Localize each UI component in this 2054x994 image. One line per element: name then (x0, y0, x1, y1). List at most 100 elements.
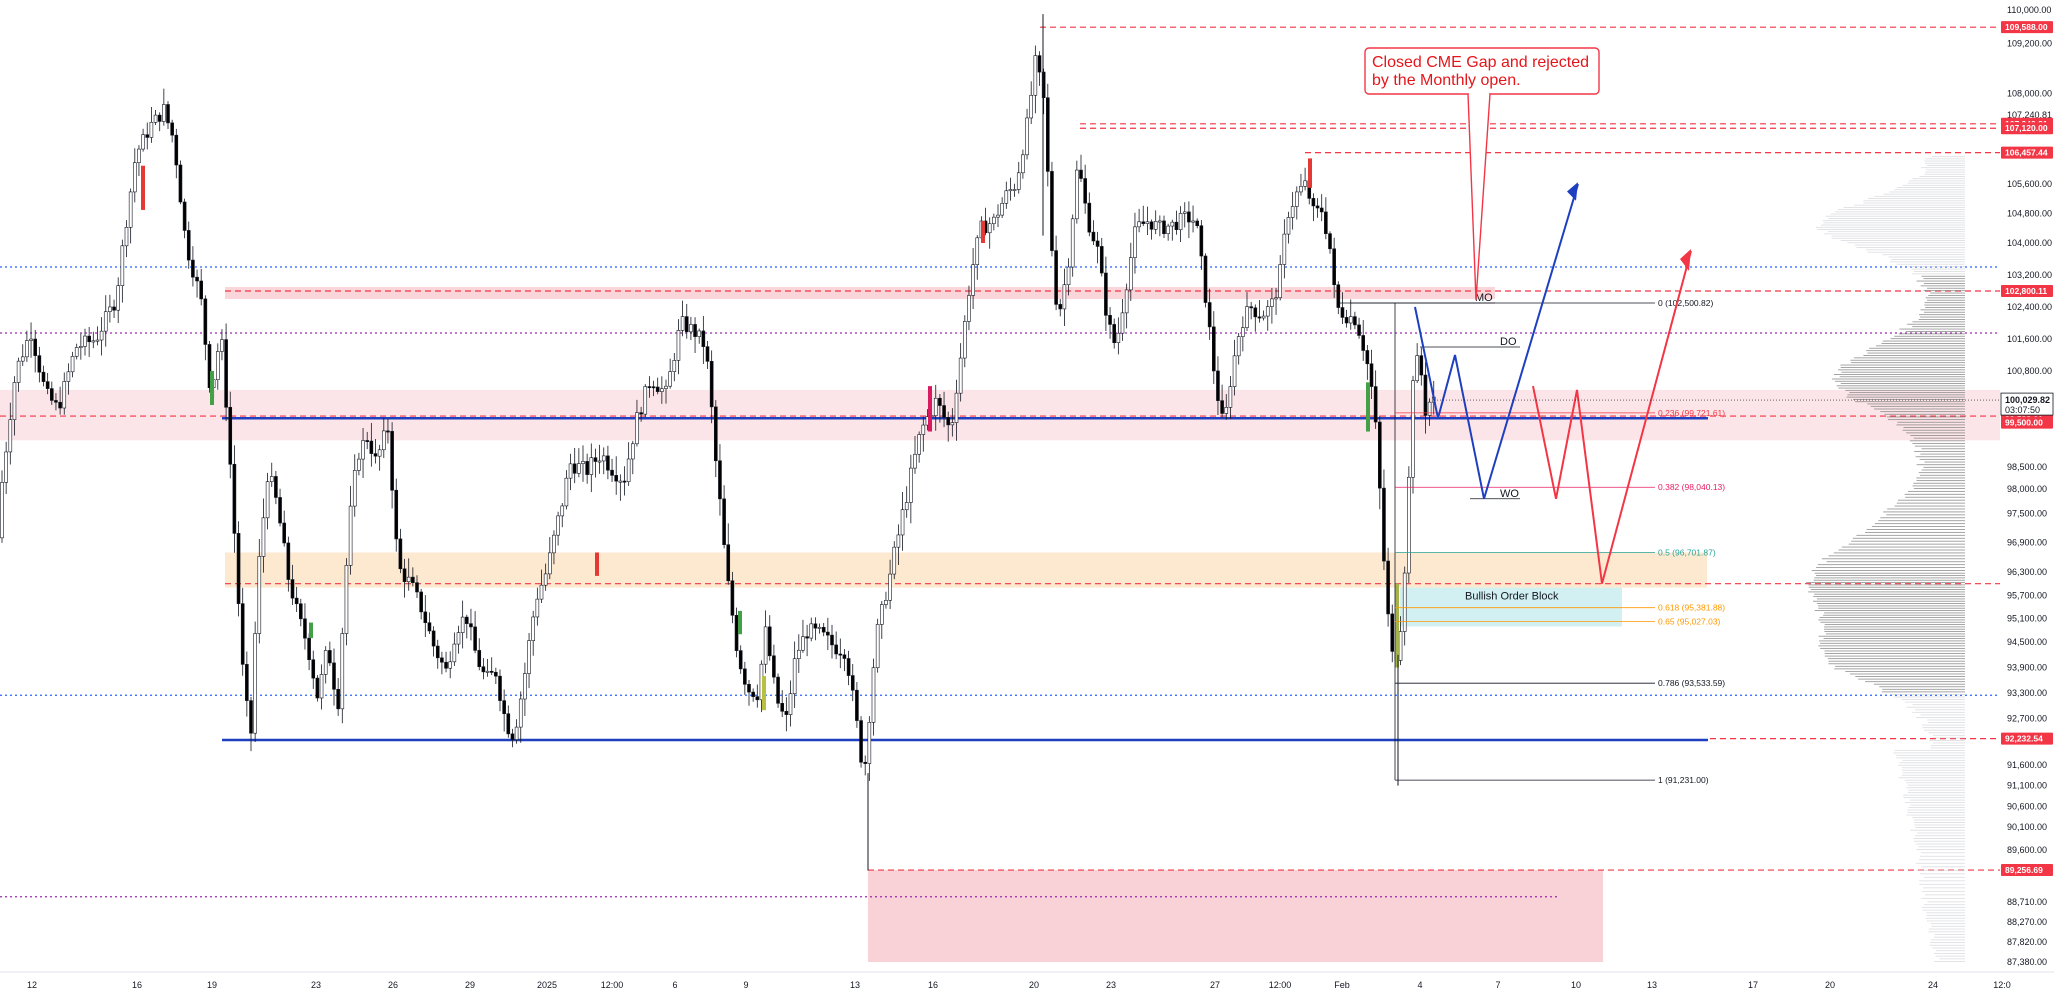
candle-body (643, 386, 648, 415)
candle-body (240, 603, 245, 665)
candle-body (971, 264, 975, 296)
volume-profile-bar (1916, 843, 1965, 845)
candle-body (689, 324, 693, 333)
volume-profile-bar (1924, 461, 1965, 463)
candle-body (597, 460, 602, 463)
volume-profile-bar (1924, 173, 1965, 175)
candle-body (1373, 386, 1378, 423)
volume-profile-bar (1817, 564, 1965, 566)
volume-profile-bar (1824, 626, 1965, 628)
volume-profile-bar (1903, 427, 1965, 429)
volume-profile-bar (1923, 278, 1965, 280)
price-badge (2001, 21, 2053, 34)
volume-profile-bar (1881, 691, 1965, 693)
candle-body (1174, 221, 1179, 230)
countdown-label: 03:07:50 (2005, 405, 2040, 415)
candle-body (1348, 316, 1353, 324)
volume-profile-bar (1923, 876, 1965, 878)
price-badge-label: 102,800.11 (2005, 286, 2047, 296)
volume-profile-bar (1934, 952, 1965, 954)
volume-profile-bar (1913, 819, 1965, 821)
candle-body (469, 623, 473, 628)
candle-body (406, 576, 411, 583)
volume-profile-bar (1904, 493, 1965, 495)
volume-profile-bar (1912, 817, 1965, 818)
volume-profile-bar (1903, 794, 1965, 796)
fib-label-1: 0.236 (99,721.61) (1658, 408, 1725, 418)
fib-label-6: 0.786 (93,533.59) (1658, 678, 1725, 688)
candle-body (1423, 374, 1428, 416)
candle-body (224, 339, 228, 408)
candle-body (1066, 266, 1071, 286)
volume-profile-bar (1921, 897, 1965, 899)
candle-body (1129, 257, 1133, 291)
candle-body (1353, 316, 1357, 326)
volume-profile-bar (1919, 176, 1965, 177)
candle-body (1299, 185, 1303, 193)
candle-body (178, 164, 183, 203)
candle-body (1249, 306, 1253, 309)
candle-body (1029, 94, 1033, 119)
candle-body (1228, 386, 1233, 408)
candle-body (249, 700, 253, 734)
candle-body (54, 400, 58, 403)
candle-body (1141, 221, 1146, 224)
candle-body (456, 632, 461, 645)
highlight-candle-8 (1308, 158, 1312, 188)
volume-profile-bar (1902, 769, 1965, 771)
volume-profile-bar (1847, 394, 1965, 396)
volume-profile-bar (1924, 162, 1965, 164)
volume-profile-bar (1905, 802, 1965, 804)
candle-body (323, 650, 328, 675)
volume-profile-bar (1932, 734, 1965, 736)
volume-profile-bar (1923, 904, 1965, 906)
price-badge (2001, 732, 2053, 745)
current-price-badge (2000, 392, 2054, 416)
price-tick-label: 104,800.00 (2007, 209, 2052, 219)
candle-body (1336, 284, 1341, 308)
volume-profile-bar (1915, 709, 1965, 711)
candle-body (1099, 246, 1104, 274)
volume-profile-bar (1889, 191, 1965, 193)
cme-gap-zone (225, 287, 1495, 299)
candle-body (913, 453, 917, 469)
volume-profile-bar (1899, 762, 1965, 764)
candle-body (1232, 355, 1237, 387)
candle-body (693, 324, 697, 337)
highlight-candle-2 (309, 622, 313, 639)
volume-profile-bar (1913, 271, 1965, 272)
volume-profile-bar (1916, 832, 1965, 834)
volume-profile-bar (1871, 526, 1965, 528)
candle-body (680, 316, 685, 331)
candle-body (863, 761, 868, 764)
volume-profile-bar (1919, 458, 1965, 460)
candle-body (477, 650, 482, 668)
volume-profile-bar (1825, 633, 1965, 635)
candle-body (1361, 335, 1365, 351)
candle-body (921, 424, 926, 435)
price-tick-label: 95,100.00 (2007, 614, 2047, 624)
volume-profile-bar (1906, 814, 1965, 816)
candle-body (1075, 169, 1079, 220)
annotation-pointer (1467, 93, 1491, 301)
volume-profile-bar (1916, 280, 1965, 282)
candle-body (950, 422, 955, 426)
candle-body (1390, 613, 1395, 652)
volume-profile-bar (1939, 958, 1965, 960)
price-badge (2001, 864, 2053, 877)
volume-profile-bar (1913, 482, 1965, 484)
candle-body (622, 480, 627, 483)
volume-profile-bar (1897, 421, 1965, 423)
candle-body (199, 280, 203, 300)
candle-body (1025, 117, 1029, 156)
candle-body (1133, 226, 1137, 258)
candle-body (124, 227, 129, 247)
candle-body (182, 201, 187, 231)
volume-profile-bar (1923, 283, 1965, 284)
candle-body (1427, 401, 1432, 416)
volume-profile-bar (1904, 701, 1965, 703)
candle-body (651, 386, 656, 389)
volume-profile-bar (1820, 647, 1965, 649)
volume-profile-bar (1863, 200, 1965, 202)
